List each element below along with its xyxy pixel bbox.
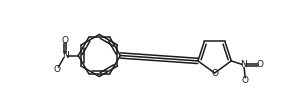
Text: O: O	[211, 68, 218, 77]
Text: O: O	[256, 60, 263, 69]
Text: O: O	[62, 36, 69, 45]
Text: N: N	[240, 60, 247, 69]
Text: O: O	[53, 65, 60, 74]
Text: O: O	[242, 76, 249, 85]
Text: N: N	[62, 51, 69, 60]
